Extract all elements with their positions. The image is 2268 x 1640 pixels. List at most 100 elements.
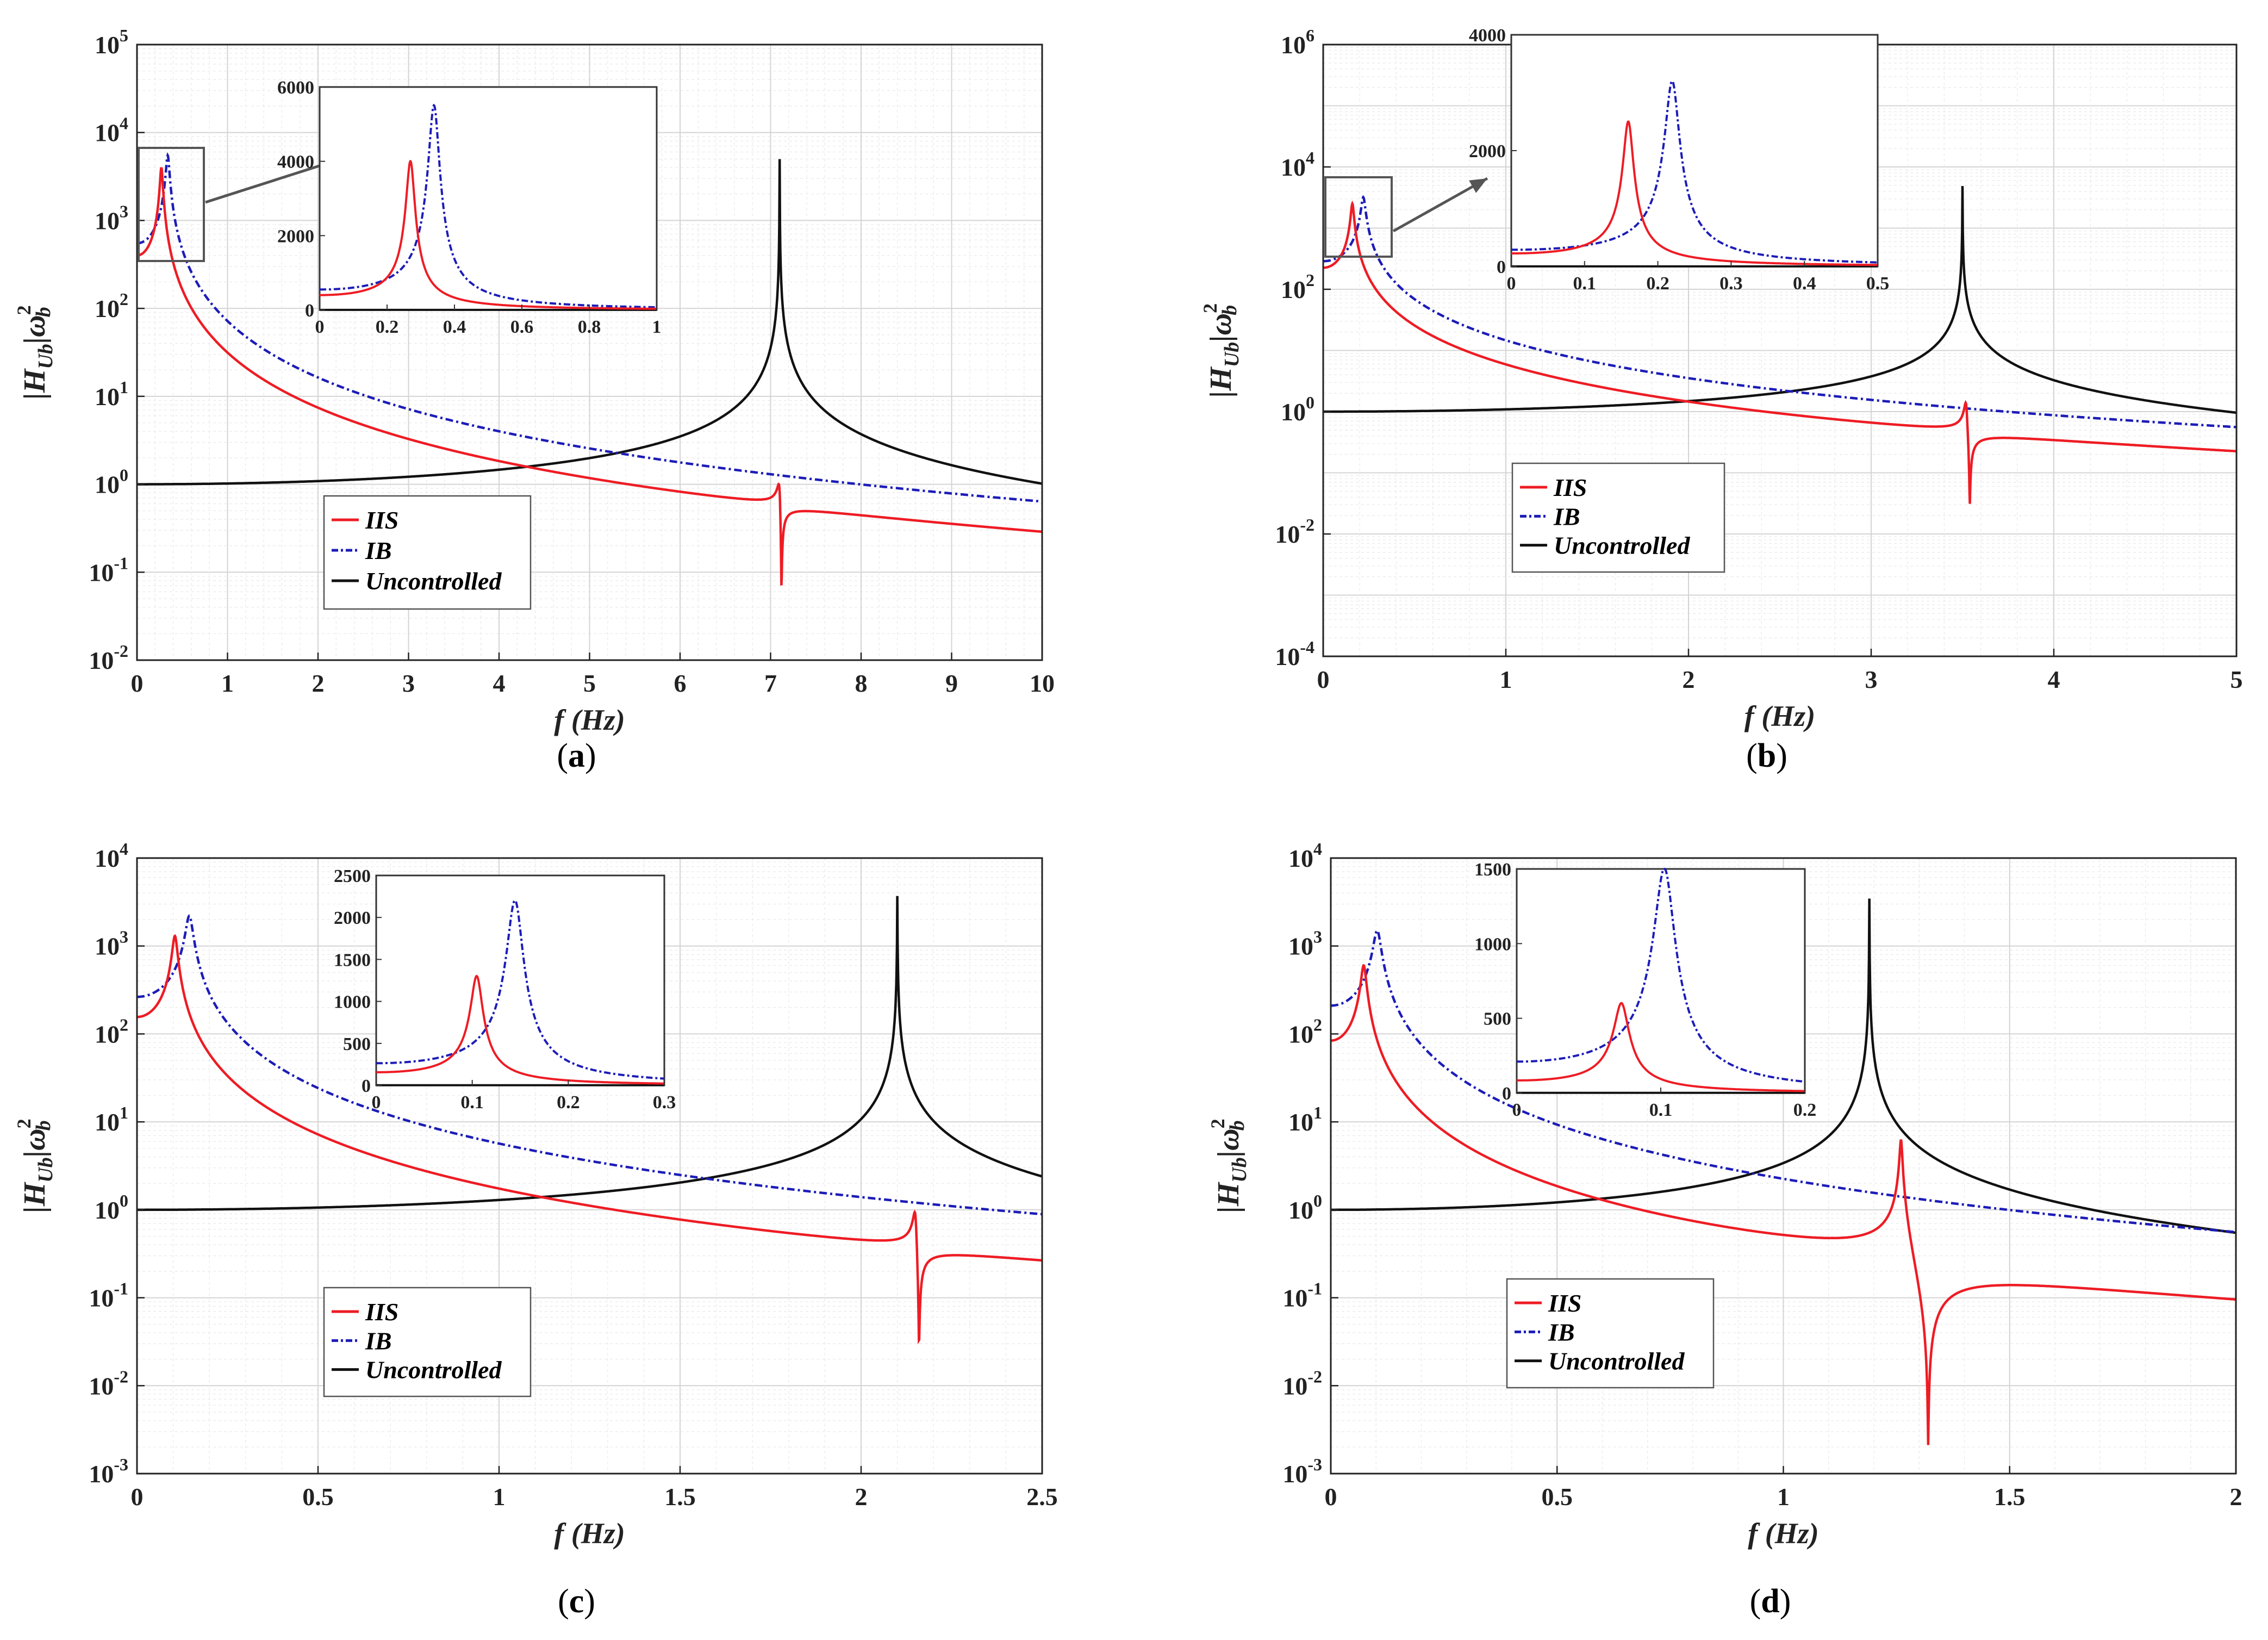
x-tick-label: 0.5 — [1542, 1483, 1573, 1511]
x-tick-label: 6 — [674, 669, 687, 697]
panel-paren: ( — [1746, 737, 1758, 774]
y-axis-label-part: |ω — [18, 315, 52, 344]
inset-x-tick-label: 0 — [372, 1092, 381, 1113]
inset-y-tick-label: 0 — [1497, 257, 1506, 277]
inset-x-tick-label: 0.1 — [1649, 1100, 1673, 1120]
inset-chart: 0 0.1 0.2 0 500 1000 1500 — [1474, 860, 1816, 1120]
legend-label: IB — [365, 537, 392, 564]
y-tick-base: 10 — [95, 1196, 120, 1224]
y-tick-base: 10 — [1275, 643, 1300, 670]
y-tick-exponent: 0 — [1313, 1191, 1322, 1210]
y-axis-label-part: |H — [1212, 1182, 1245, 1213]
y-tick-exponent: 2 — [1306, 270, 1314, 290]
inset-chart: 0 0.1 0.2 0.3 0 500 1000 1500 2000 2500 — [334, 866, 676, 1113]
inset-y-tick-label: 500 — [343, 1034, 371, 1054]
y-tick-label: 10-1 — [1282, 1279, 1322, 1312]
y-tick-exponent: 4 — [1306, 148, 1314, 167]
y-tick-base: 10 — [1282, 1284, 1307, 1312]
inset-line-ib — [376, 899, 664, 1080]
panel-paren: ) — [1780, 1583, 1791, 1620]
inset-y-tick-label: 1000 — [334, 992, 371, 1012]
y-tick-label: 100 — [1288, 1191, 1322, 1224]
y-tick-exponent: 0 — [120, 1191, 128, 1210]
x-tick-label: 4 — [493, 669, 506, 697]
inset-y-tick-label: 1500 — [1474, 860, 1511, 880]
y-tick-base: 10 — [95, 933, 120, 960]
zoom-box — [138, 147, 205, 262]
y-tick-exponent: -4 — [1300, 637, 1314, 657]
y-tick-base: 10 — [1288, 933, 1313, 960]
y-tick-base: 10 — [1288, 1020, 1313, 1048]
y-tick-base: 10 — [1288, 1108, 1313, 1136]
inset-line-iis — [1517, 1002, 1805, 1092]
y-tick-label: 100 — [95, 465, 128, 499]
y-tick-exponent: 3 — [120, 201, 128, 221]
panel-paren: ( — [558, 1583, 569, 1620]
y-axis-label-part: b — [1218, 305, 1241, 315]
x-tick-label: 1 — [1777, 1483, 1790, 1511]
y-axis-label-part: Ub — [1220, 342, 1243, 367]
series-line-uncontrolled — [137, 896, 1043, 1212]
panel-paren: ( — [557, 737, 568, 774]
y-axis-label-part: |H — [1204, 366, 1238, 397]
y-axis-label-part: Ub — [34, 344, 57, 369]
y-tick-label: 102 — [95, 1015, 128, 1048]
y-tick-label: 103 — [95, 201, 128, 234]
y-tick-base: 10 — [89, 1284, 114, 1312]
y-tick-exponent: 2 — [1313, 1015, 1322, 1034]
y-tick-label: 106 — [1281, 26, 1314, 59]
inset-frame — [319, 86, 658, 311]
y-tick-base: 10 — [1288, 1196, 1313, 1224]
legend-box — [323, 1287, 532, 1397]
y-tick-exponent: 2 — [120, 289, 128, 309]
y-axis-label-part: b — [32, 307, 55, 317]
y-axis-label-part: Ub — [1228, 1157, 1251, 1182]
y-axis-label: |HUb|ω2b — [1199, 303, 1243, 397]
x-tick-label: 1.5 — [664, 1483, 696, 1511]
chart-panel-a: 0 1 2 3 4 5 6 7 8 9 1010-210-1100101102103104105f … — [13, 26, 1055, 774]
inset-line-ib — [320, 103, 657, 309]
y-tick-label: 105 — [95, 26, 128, 59]
y-tick-base: 10 — [95, 471, 120, 499]
panel-label: (c) — [558, 1583, 595, 1620]
inset-x-tick-label: 0.8 — [578, 317, 601, 337]
inset-line-ib — [1517, 868, 1805, 1083]
y-tick-exponent: 1 — [120, 377, 128, 397]
panel-label: (b) — [1746, 737, 1787, 774]
inset-y-tick-label: 2500 — [334, 866, 371, 886]
inset-y-tick-label: 6000 — [277, 78, 314, 98]
y-tick-base: 10 — [1288, 844, 1313, 872]
inset-x-tick-label: 0.6 — [510, 317, 534, 337]
y-tick-exponent: -3 — [1307, 1455, 1322, 1474]
x-tick-label: 0 — [1325, 1483, 1337, 1511]
x-tick-label: 9 — [945, 669, 958, 697]
y-tick-label: 10-2 — [1275, 515, 1314, 548]
inset-x-tick-label: 0.2 — [1793, 1100, 1817, 1120]
panel-label: (a) — [557, 737, 596, 774]
x-tick-label: 8 — [855, 669, 868, 697]
y-tick-exponent: 2 — [120, 1015, 128, 1034]
inset-x-tick-label: 0.4 — [443, 317, 466, 337]
y-axis-label-part: 2 — [1207, 1119, 1229, 1128]
y-tick-label: 101 — [95, 1103, 128, 1136]
inset-x-tick-label: 0.1 — [460, 1092, 484, 1113]
inset-x-tick-label: 0.1 — [1573, 274, 1597, 294]
panel-paren: ) — [585, 737, 596, 774]
inset-x-tick-label: 0.2 — [557, 1092, 580, 1113]
y-tick-base: 10 — [1282, 1460, 1307, 1488]
y-tick-base: 10 — [89, 558, 114, 586]
inset-chart: 0 0.2 0.4 0.6 0.8 1 0 2000 4000 6000 — [277, 78, 662, 337]
inset-x-tick-label: 1 — [652, 317, 662, 337]
y-tick-label: 10-3 — [1282, 1455, 1322, 1488]
y-tick-exponent: 3 — [120, 927, 128, 947]
y-axis-label: |HUb|ω2b — [13, 1119, 57, 1213]
inset-x-tick-label: 0.3 — [1719, 274, 1743, 294]
y-tick-label: 100 — [1281, 393, 1314, 426]
y-tick-base: 10 — [95, 31, 120, 59]
inset-frame — [375, 874, 665, 1086]
y-tick-base: 10 — [1282, 1372, 1307, 1400]
plot-frame — [136, 857, 1043, 1475]
inset-line-iis — [376, 974, 664, 1085]
x-axis-label: f (Hz) — [1748, 1517, 1818, 1550]
legend-box — [323, 495, 532, 610]
